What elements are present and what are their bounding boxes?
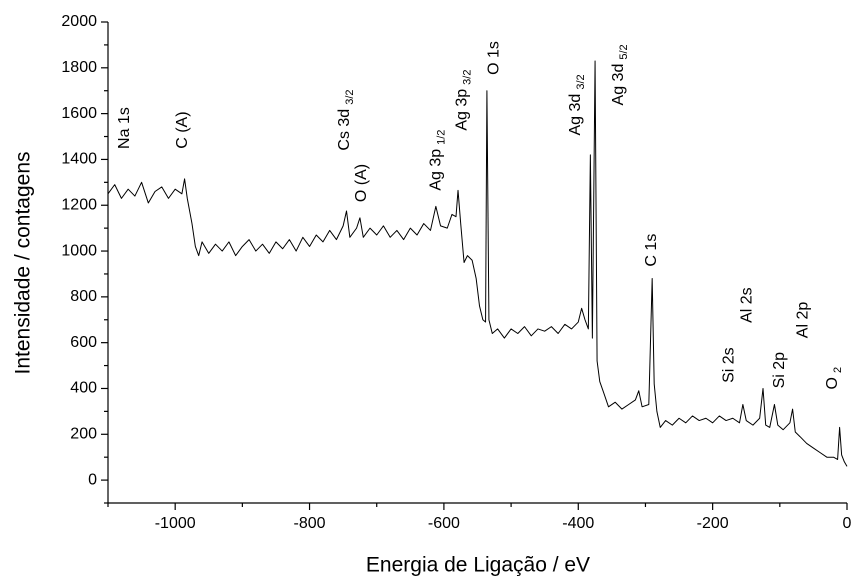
x-tick-label: -1000	[155, 515, 196, 532]
y-tick-label: 600	[70, 334, 97, 351]
y-tick-label: 1600	[61, 105, 97, 122]
peak-label-sub: 5/2	[618, 44, 630, 59]
peak-label-text: Cs 3d	[336, 109, 353, 151]
y-tick-label: 1400	[61, 151, 97, 168]
y-tick-label: 400	[70, 380, 97, 397]
peak-label-text: Ag 3d	[610, 64, 627, 106]
x-tick-label: -200	[697, 515, 729, 532]
peak-label-text: O	[824, 377, 841, 389]
peak-label-text: Ag 3p	[454, 89, 471, 131]
peak-label-sub: 3/2	[462, 70, 474, 85]
peak-label-sub: 3/2	[344, 89, 356, 104]
peak-label-text: Si 2s	[721, 347, 738, 383]
peak-label: Ag 3d 3/2	[567, 74, 587, 135]
peak-label-sub: 3/2	[575, 74, 587, 89]
x-tick-label: -400	[562, 515, 594, 532]
peak-label-text: Al 2p	[795, 302, 812, 339]
peak-label: Al 2s	[739, 287, 756, 323]
x-tick-label: -800	[294, 515, 326, 532]
peak-label-text: Si 2p	[771, 352, 788, 389]
peak-label-text: Al 2s	[739, 287, 756, 323]
y-tick-label: 200	[70, 426, 97, 443]
y-tick-label: 1000	[61, 242, 97, 259]
y-tick-label: 2000	[61, 13, 97, 30]
y-axis-label: Intensidade / contagens	[12, 151, 35, 374]
peak-label: Si 2s	[721, 347, 738, 383]
peak-label: C 1s	[643, 234, 660, 267]
peak-label: Ag 3d 5/2	[610, 44, 630, 105]
peak-label: Al 2p	[795, 302, 812, 339]
peak-label-text: C (A)	[174, 111, 191, 148]
y-tick-label: 800	[70, 288, 97, 305]
peak-label-sub: 1/2	[435, 130, 447, 145]
peak-label-text: Ag 3p	[428, 149, 445, 191]
peak-label-text: O 1s	[486, 41, 503, 75]
peak-label: Na 1s	[116, 107, 133, 149]
peak-label: O 1s	[486, 41, 503, 75]
peak-label: C (A)	[174, 111, 191, 148]
peak-label-text: Ag 3d	[567, 94, 584, 136]
x-axis-label: Energia de Ligação / eV	[366, 554, 590, 577]
spectrum-line	[107, 60, 848, 467]
y-tick-label: 1800	[61, 59, 97, 76]
peak-label: Si 2p	[771, 352, 788, 389]
peak-label-text: Na 1s	[116, 107, 133, 149]
peak-label: Ag 3p 3/2	[454, 70, 474, 131]
peak-label: Ag 3p 1/2	[428, 130, 448, 191]
peak-label: Cs 3d 3/2	[336, 89, 356, 150]
x-tick-label: 0	[843, 515, 851, 532]
peak-label: O2	[824, 367, 844, 390]
peak-label: O (A)	[353, 164, 370, 202]
x-tick-label: -600	[428, 515, 460, 532]
peak-label-text: C 1s	[643, 234, 660, 267]
y-tick-label: 0	[88, 471, 97, 488]
y-tick-label: 1200	[61, 196, 97, 213]
peak-label-sub: 2	[832, 367, 844, 373]
peak-label-text: O (A)	[353, 164, 370, 202]
